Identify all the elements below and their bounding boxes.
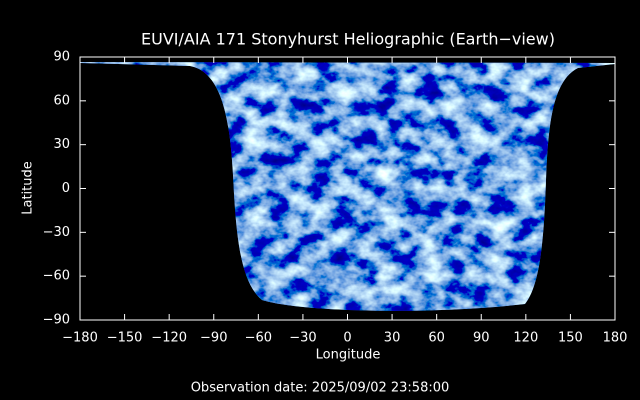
y-axis-label: Latitude <box>21 161 36 215</box>
x-tick-label: −150 <box>107 331 143 346</box>
x-tick-label: −90 <box>200 331 227 346</box>
y-tick-label: −90 <box>43 313 70 328</box>
y-tick-label: 60 <box>53 93 70 108</box>
x-tick-label: 180 <box>603 331 628 346</box>
x-tick-label: −60 <box>245 331 272 346</box>
footer: Observation date: 2025/09/02 23:58:00 <box>191 381 450 396</box>
y-tick-label: 0 <box>62 181 70 196</box>
x-tick-label: 90 <box>473 331 490 346</box>
x-tick-label: 0 <box>343 331 351 346</box>
y-tick-label: 90 <box>53 50 70 65</box>
x-tick-label: 60 <box>428 331 445 346</box>
y-tick-label: −30 <box>43 225 70 240</box>
y-tick-label: 30 <box>53 137 70 152</box>
x-tick-label: −30 <box>289 331 316 346</box>
x-axis-label: Longitude <box>316 348 381 363</box>
y-tick-label: −60 <box>43 269 70 284</box>
chart-title: EUVI/AIA 171 Stonyhurst Heliographic (Ea… <box>141 30 555 49</box>
x-tick-label: 150 <box>558 331 583 346</box>
x-tick-label: 30 <box>384 331 401 346</box>
x-tick-label: 120 <box>513 331 538 346</box>
x-tick-label: −180 <box>62 331 98 346</box>
x-tick-label: −120 <box>151 331 187 346</box>
